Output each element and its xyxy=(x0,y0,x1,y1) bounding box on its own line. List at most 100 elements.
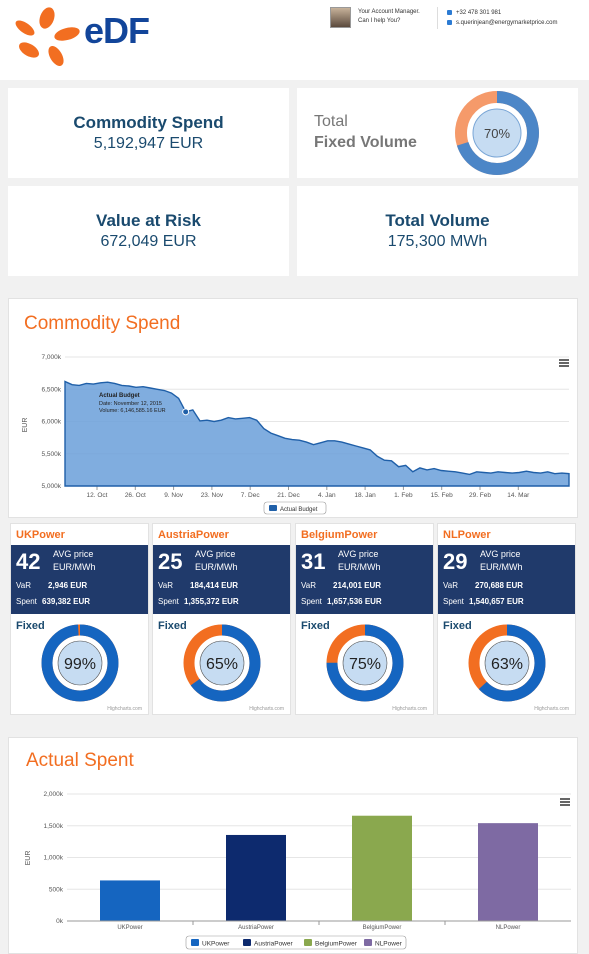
donut-center xyxy=(199,640,245,686)
fixed-label: Fixed xyxy=(16,620,45,632)
bar-nlpower[interactable] xyxy=(478,823,538,921)
kpi-value: 5,192,947 EUR xyxy=(93,135,204,152)
legend-item-austriapower[interactable]: AustriaPower xyxy=(243,939,293,948)
actual-spent-chart: 0k 500k 1,000k 1,500k 2,000k UKPower AustriaP… xyxy=(25,791,571,950)
x-axis: UKPower AustriaPower BelgiumPower NLPower xyxy=(67,920,571,931)
avg-price-label: AVG price xyxy=(195,549,236,559)
fixed-volume-donut: 70% xyxy=(455,91,539,175)
legend-label: NLPower xyxy=(375,941,403,948)
area-series xyxy=(64,380,570,487)
email-link[interactable]: s.querinjean@energymarketprice.com xyxy=(456,20,558,26)
commodity-spend-panel: Commodity Spend 5,000k 5,500k 6,000k 6,500k… xyxy=(8,298,578,518)
spent-label: Spent xyxy=(443,597,464,606)
kpi-value: 175,300 MWh xyxy=(387,233,488,250)
region-card-austriapower: AustriaPower 25 AVG price EUR/MWh VaR 184,414… xyxy=(152,523,291,715)
donut-fixed-arc xyxy=(326,624,404,702)
region-stats: 25 AVG price EUR/MWh VaR 184,414 EUR Spent 1,3… xyxy=(153,545,290,614)
region-card-ukpower: UKPower 42 AVG price EUR/MWh VaR 2,946 EUR Spe… xyxy=(10,523,149,715)
highcharts-credit[interactable]: Highcharts.com xyxy=(107,706,142,712)
contact-info: +32 478 301 981 s.querinjean@energymarke… xyxy=(447,8,557,28)
commodity-spend-chart: 5,000k 5,500k 6,000k 6,500k 7,000k 12. Oct 26… xyxy=(22,354,570,515)
fixed-label: Fixed xyxy=(443,620,472,632)
avg-price-label: AVG price xyxy=(480,549,521,559)
avg-price-value: 25 xyxy=(158,549,183,574)
avg-price-unit: EUR/MWh xyxy=(480,562,523,572)
fixed-label: Fixed xyxy=(158,620,187,632)
y-tick-label: 2,000k xyxy=(43,791,63,798)
x-tick-label: 15. Feb xyxy=(431,492,453,499)
region-card-belgiumpower: BelgiumPower 31 AVG price EUR/MWh VaR 214,001… xyxy=(295,523,434,715)
legend-item-ukpower[interactable]: UKPower xyxy=(191,939,230,948)
legend-box xyxy=(185,935,407,950)
fixed-label: Fixed xyxy=(301,620,330,632)
highcharts-credit[interactable]: Highcharts.com xyxy=(249,706,284,712)
region-name[interactable]: UKPower xyxy=(16,529,65,541)
spent-label: Spent xyxy=(158,597,179,606)
fixed-volume-title1: Total xyxy=(314,113,348,130)
y-tick-label: 6,000k xyxy=(41,419,61,426)
avg-price-unit: EUR/MWh xyxy=(195,562,238,572)
y-tick-label: 6,500k xyxy=(41,386,61,393)
chart-menu-icon[interactable] xyxy=(559,359,569,367)
chart-legend[interactable]: Actual Budget xyxy=(263,501,327,515)
kpi-total-volume: Total Volume 175,300 MWh xyxy=(297,186,578,276)
tooltip-title: Actual Budget xyxy=(99,393,140,399)
y-tick-label: 5,500k xyxy=(41,451,61,458)
legend-swatch xyxy=(243,939,251,946)
x-tick-label: UKPower xyxy=(117,925,142,931)
bar-belgiumpower[interactable] xyxy=(352,815,412,921)
bar-ukpower[interactable] xyxy=(100,880,160,921)
x-tick-label: 21. Dec xyxy=(277,492,300,499)
header: eDF Your Account Manager. Can I help You… xyxy=(0,0,589,80)
legend-swatch xyxy=(364,939,372,946)
y-tick-label: 0k xyxy=(56,918,64,925)
edf-logo[interactable] xyxy=(12,6,172,68)
x-tick-label: 4. Jan xyxy=(318,492,336,499)
bar-austriapower[interactable] xyxy=(226,834,286,921)
x-tick-label: 29. Feb xyxy=(469,492,491,499)
spent-label: Spent xyxy=(16,597,37,606)
legend-swatch xyxy=(304,939,312,946)
y-tick-label: 7,000k xyxy=(41,354,61,361)
x-axis: 12. Oct 26. Oct 9. Nov 23. Nov 7. Dec 21. Dec… xyxy=(65,485,569,499)
highcharts-credit[interactable]: Highcharts.com xyxy=(534,706,569,712)
spent-value: 1,540,657 EUR xyxy=(469,597,524,606)
kpi-fixed-volume: Total Fixed Volume 70% xyxy=(297,88,578,178)
tooltip-point[interactable] xyxy=(182,408,190,416)
bar-series xyxy=(100,815,538,921)
x-tick-label: 1. Feb xyxy=(394,492,413,499)
region-card-nlpower: NLPower 29 AVG price EUR/MWh VaR 270,688 EUR S… xyxy=(437,523,576,715)
region-stats: 29 AVG price EUR/MWh VaR 270,688 EUR Spent 1,5… xyxy=(438,545,575,614)
actual-spent-panel: Actual Spent 0k 500k 1,000k 1,500k 2,000k UK… xyxy=(8,737,578,954)
region-name[interactable]: BelgiumPower xyxy=(301,529,378,541)
phone-number[interactable]: +32 478 301 981 xyxy=(456,10,502,16)
region-stats: 42 AVG price EUR/MWh VaR 2,946 EUR Spent 639,3… xyxy=(11,545,148,614)
chart-legend[interactable]: UKPower AustriaPower BelgiumPower NLPower xyxy=(185,935,407,950)
legend-item-belgiumpower[interactable]: BelgiumPower xyxy=(304,939,358,948)
fixed-donut: 63% xyxy=(468,624,546,702)
y-tick-label: 1,500k xyxy=(43,823,63,830)
x-tick-label: NLPower xyxy=(496,925,521,931)
y-tick-label: 500k xyxy=(49,886,64,893)
region-name[interactable]: AustriaPower xyxy=(158,529,229,541)
x-tick-label: AustriaPower xyxy=(238,925,274,931)
tooltip-volume: Volume: 6,146,585.16 EUR xyxy=(99,408,166,414)
var-label: VaR xyxy=(158,581,173,590)
donut-fixed-arc xyxy=(455,91,539,175)
donut-percent-label: 75% xyxy=(349,656,381,673)
legend-item-nlpower[interactable]: NLPower xyxy=(364,939,403,948)
region-name[interactable]: NLPower xyxy=(443,529,491,541)
edf-logo-mark xyxy=(15,7,80,66)
avg-price-value: 42 xyxy=(16,549,41,574)
x-tick-label: 18. Jan xyxy=(354,492,376,499)
x-tick-label: 23. Nov xyxy=(201,492,224,499)
kpi-value: 672,049 EUR xyxy=(100,233,197,250)
avg-price-value: 29 xyxy=(443,549,468,574)
highcharts-credit[interactable]: Highcharts.com xyxy=(392,706,427,712)
fixed-donut: 65% xyxy=(183,624,261,702)
account-manager-text: Your Account Manager. Can I help You? xyxy=(358,8,420,26)
donut-center xyxy=(472,108,522,158)
panel-title: Commodity Spend xyxy=(24,313,181,334)
donut-center xyxy=(57,640,103,686)
chart-menu-icon[interactable] xyxy=(560,798,570,806)
